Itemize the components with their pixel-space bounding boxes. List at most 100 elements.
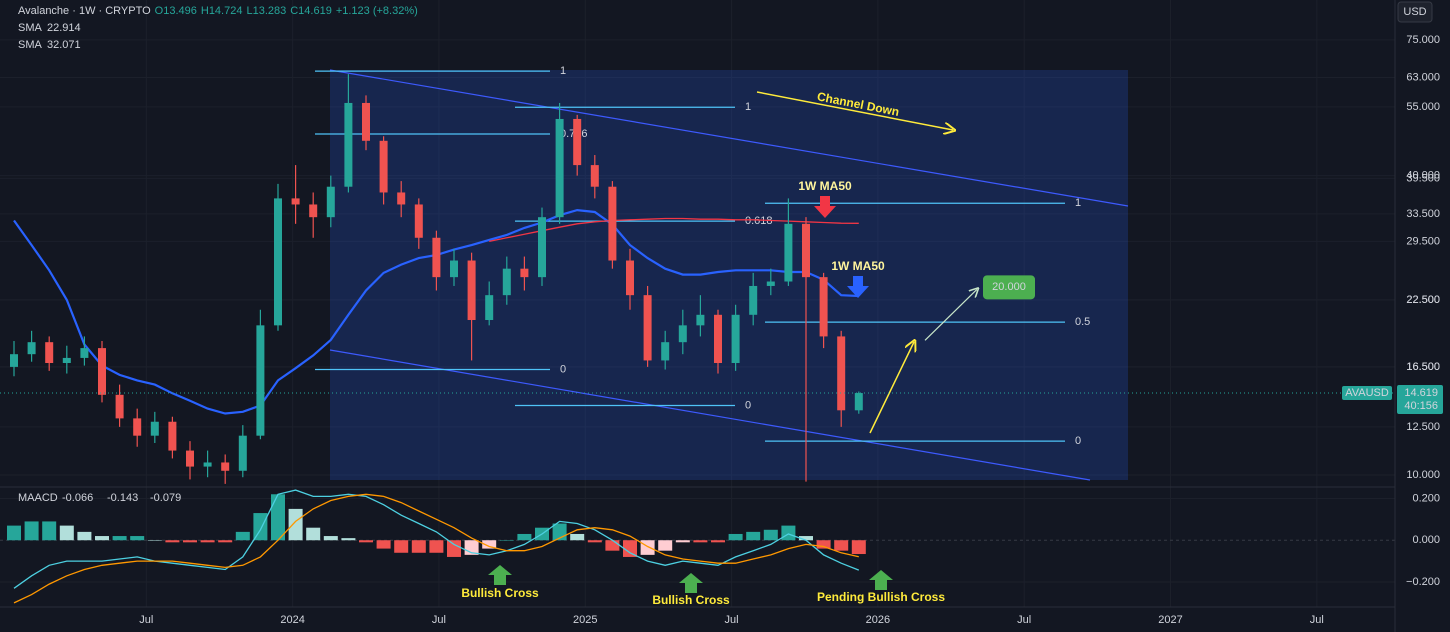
currency-box[interactable] [1397,1,1433,23]
signal-label: Bullish Cross [461,586,539,600]
histogram-bar [482,540,497,549]
macd-line [13,493,859,604]
y-tick-label: 12.500 [1406,421,1440,433]
histogram-bar [728,533,743,541]
x-tick-label: Jul [725,614,739,626]
y-tick-label: 22.500 [1406,294,1440,306]
x-tick-label: 2026 [866,614,890,626]
histogram-bar [693,540,708,543]
candle-body [450,260,458,278]
y-tick-label: 40.000 [1406,170,1440,182]
candle-body [626,260,634,296]
macd-value: -0.066 [62,492,93,504]
y-tick-label: 0.200 [1412,492,1440,504]
currency: USD [1403,6,1426,18]
histogram-bar [746,531,761,541]
y-tick-label: 16.500 [1406,361,1440,373]
x-tick-label: 2025 [573,614,597,626]
histogram-bar [781,525,796,541]
fib-label: 1 [560,65,566,77]
y-tick-label: 22.500 [1406,294,1440,306]
candle-body [784,223,793,282]
candle-body [502,268,511,296]
candle-body [573,118,582,166]
y-tick-label: 29.500 [1406,235,1440,247]
ma-label: 1W MA50 [798,179,852,193]
histogram-bar [77,531,92,541]
macd-value: -0.079 [150,492,181,504]
histogram-bar [323,536,338,541]
candle-body [608,186,617,261]
candle-body [854,393,863,411]
fib-label: 0.618 [745,215,773,227]
macd-value: -0.143 [107,492,138,504]
target-label: 20.000 [992,281,1026,293]
histogram-bar [711,540,725,543]
ohlc: O13.496 [155,5,197,17]
ohlc: H14.724 [201,5,243,17]
histogram-bar [447,540,461,557]
histogram-bar [816,540,831,549]
candle-body [379,140,388,193]
symbol: Avalanche · 1W · CRYPTO [18,5,151,17]
candle-body [309,204,318,218]
legend-value: 32.071 [47,39,81,51]
countdown: 40:156 [1404,400,1438,412]
histogram-bar [640,540,655,555]
price-tag [1397,385,1443,415]
x-tick-label: Jul [432,614,446,626]
candle-body [291,198,300,205]
candle-body [467,260,476,321]
histogram-bar [288,508,303,541]
candle-body [819,277,828,337]
macd-title: MAACD [18,492,58,504]
candle-body [186,450,194,467]
header: Avalanche · 1W · CRYPTO O13.496 H14.724 L13… [18,5,418,17]
histogram-bar [587,540,602,543]
histogram-bar [675,540,690,543]
histogram-bar [183,540,197,543]
candle-body [485,295,494,321]
candle-body [696,314,705,326]
candle-body [238,435,247,471]
histogram-bar [411,540,426,553]
candle-body [344,102,353,187]
candle-body [538,217,546,278]
histogram-bar [834,540,849,551]
projection-arrow [869,342,914,434]
candle-body [749,285,758,315]
y-tick-label: 10.000 [1406,469,1440,481]
target-arrow [924,289,977,341]
histogram-bar [359,540,373,543]
histogram-bar [517,533,532,541]
histogram-bar [271,494,285,541]
histogram-bar [429,540,444,553]
down-arrow [847,276,869,298]
sma-line [489,217,859,243]
y-tick-label: 75.000 [1406,34,1440,46]
y-tick-label: 55.000 [1406,101,1440,113]
histogram-bar [59,525,74,541]
candle-body [62,357,71,364]
x-tick-label: Jul [1017,614,1031,626]
histogram-bar [165,540,180,543]
histogram-bar [658,540,673,551]
candle-body [133,418,142,436]
candle-body [731,314,740,364]
candle-body [10,354,18,367]
up-arrow [869,570,893,590]
histogram-bar [24,521,39,541]
candle-body [168,421,177,451]
fib-label: 1 [745,101,751,113]
histogram-bar [763,529,778,541]
x-tick-label: Jul [1310,614,1324,626]
candle-body [837,336,846,411]
candle-body [115,394,124,419]
y-tick-label: 33.500 [1406,208,1440,220]
signal-label: Pending Bullish Cross [817,590,945,604]
candle-body [414,204,423,238]
candle-body [362,102,370,141]
candle-body [27,342,36,355]
